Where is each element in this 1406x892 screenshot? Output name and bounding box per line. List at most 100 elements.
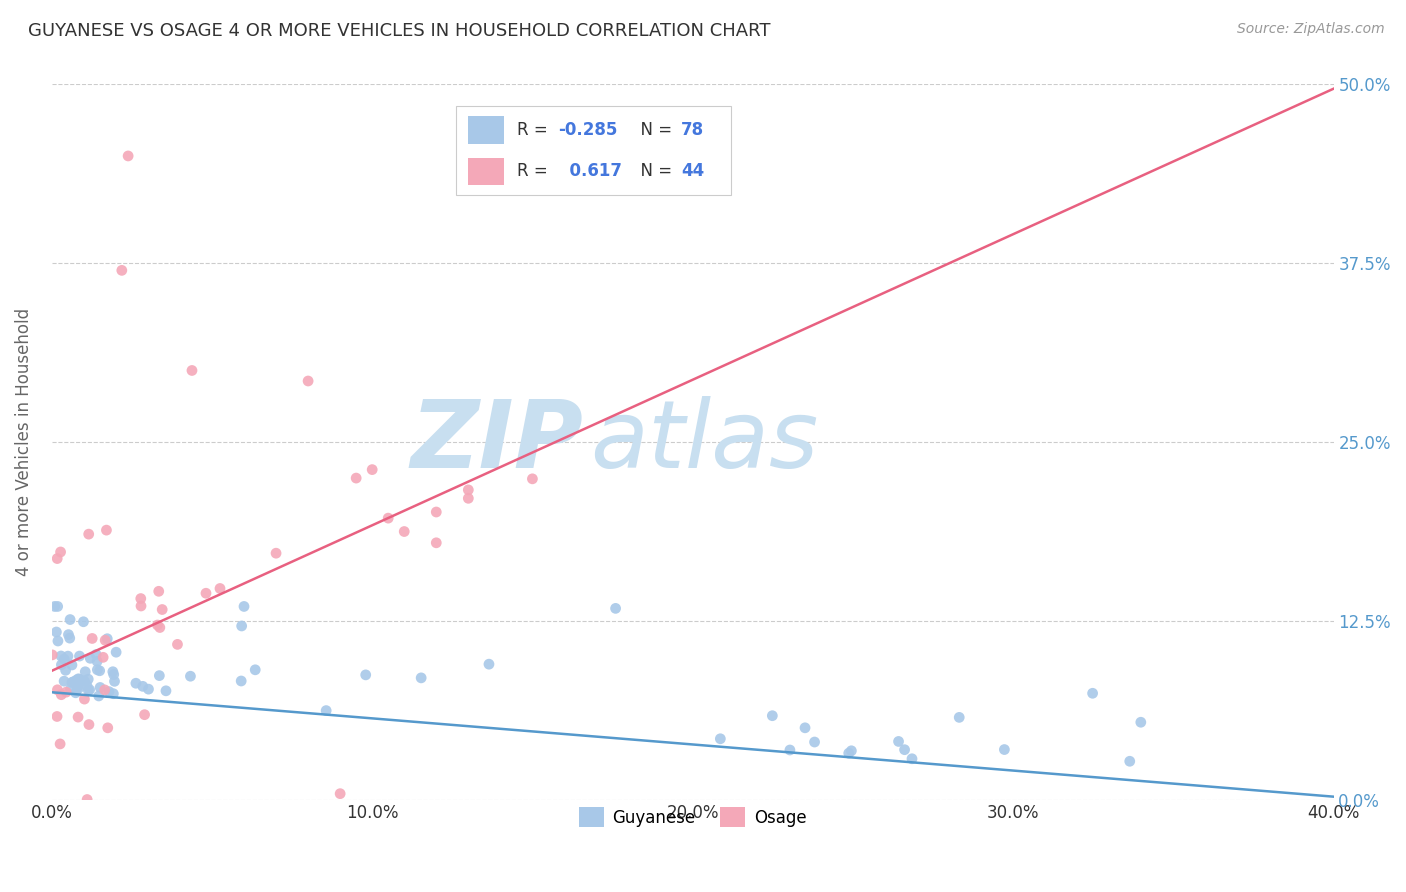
Point	[58, 627, 80, 641]
Point	[97, 721, 120, 735]
Point	[208, 582, 231, 596]
Point	[1129, 715, 1152, 730]
Point	[129, 591, 152, 606]
Point	[1081, 686, 1104, 700]
Point	[76, 679, 98, 693]
Point	[79, 651, 101, 665]
Point	[46, 599, 69, 614]
Point	[91, 650, 114, 665]
Point	[315, 704, 337, 718]
Point	[46, 634, 69, 648]
Point	[53, 652, 76, 666]
Point	[231, 673, 253, 688]
Point	[51, 657, 73, 672]
Point	[125, 676, 148, 690]
Point	[49, 737, 72, 751]
Text: 78: 78	[681, 121, 704, 139]
Point	[59, 682, 82, 697]
Point	[55, 663, 77, 677]
Point	[65, 673, 87, 688]
Point	[46, 682, 69, 697]
Point	[59, 631, 82, 645]
Text: 44: 44	[681, 162, 704, 180]
Text: ZIP: ZIP	[411, 396, 583, 488]
Point	[233, 599, 256, 614]
Point	[75, 665, 97, 679]
Point	[841, 744, 863, 758]
Point	[522, 472, 544, 486]
Point	[77, 527, 100, 541]
Point	[65, 686, 87, 700]
Point	[111, 263, 134, 277]
Point	[150, 602, 173, 616]
Text: N =: N =	[630, 162, 678, 180]
Point	[89, 664, 111, 678]
Point	[149, 620, 172, 634]
Bar	[468, 117, 505, 144]
Point	[103, 674, 125, 689]
Text: atlas: atlas	[591, 396, 818, 488]
Point	[245, 663, 267, 677]
Point	[67, 675, 90, 690]
Point	[105, 645, 128, 659]
Text: N =: N =	[630, 121, 678, 139]
Point	[354, 668, 377, 682]
Point	[62, 674, 84, 689]
Point	[82, 632, 104, 646]
Point	[93, 682, 115, 697]
Point	[67, 674, 90, 689]
Point	[66, 680, 89, 694]
Point	[84, 648, 107, 662]
Point	[803, 735, 825, 749]
Point	[134, 707, 156, 722]
Point	[72, 615, 94, 629]
Point	[264, 546, 287, 560]
Point	[329, 787, 352, 801]
Point	[394, 524, 416, 539]
Text: R =: R =	[517, 162, 553, 180]
Point	[425, 536, 447, 550]
Point	[231, 619, 253, 633]
Point	[87, 689, 110, 703]
Point	[166, 637, 188, 651]
Point	[148, 668, 170, 682]
Point	[605, 601, 627, 615]
Point	[101, 665, 124, 679]
Point	[86, 663, 108, 677]
Point	[794, 721, 817, 735]
Point	[457, 483, 479, 497]
Point	[45, 625, 67, 640]
Point	[55, 685, 77, 699]
Point	[155, 683, 177, 698]
Point	[361, 462, 384, 476]
Point	[1119, 754, 1142, 768]
Point	[457, 491, 479, 506]
Point	[77, 672, 100, 686]
Text: -0.285: -0.285	[558, 121, 617, 139]
Text: GUYANESE VS OSAGE 4 OR MORE VEHICLES IN HOUSEHOLD CORRELATION CHART: GUYANESE VS OSAGE 4 OR MORE VEHICLES IN …	[28, 22, 770, 40]
Point	[761, 708, 783, 723]
Point	[411, 671, 433, 685]
Point	[117, 149, 139, 163]
Point	[709, 731, 731, 746]
Text: R =: R =	[517, 121, 553, 139]
Point	[146, 618, 169, 632]
Point	[69, 649, 91, 664]
Point	[77, 717, 100, 731]
Point	[181, 363, 204, 377]
Point	[893, 742, 915, 756]
Bar	[468, 158, 505, 185]
Point	[838, 746, 860, 760]
Point	[425, 505, 447, 519]
Point	[89, 681, 111, 695]
Point	[67, 710, 90, 724]
Point	[179, 669, 201, 683]
Point	[73, 674, 96, 689]
Point	[53, 674, 76, 689]
Point	[96, 632, 118, 646]
Point	[79, 682, 101, 697]
Text: Source: ZipAtlas.com: Source: ZipAtlas.com	[1237, 22, 1385, 37]
Text: 0.617: 0.617	[558, 162, 621, 180]
Point	[60, 675, 83, 690]
Y-axis label: 4 or more Vehicles in Household: 4 or more Vehicles in Household	[15, 308, 32, 576]
